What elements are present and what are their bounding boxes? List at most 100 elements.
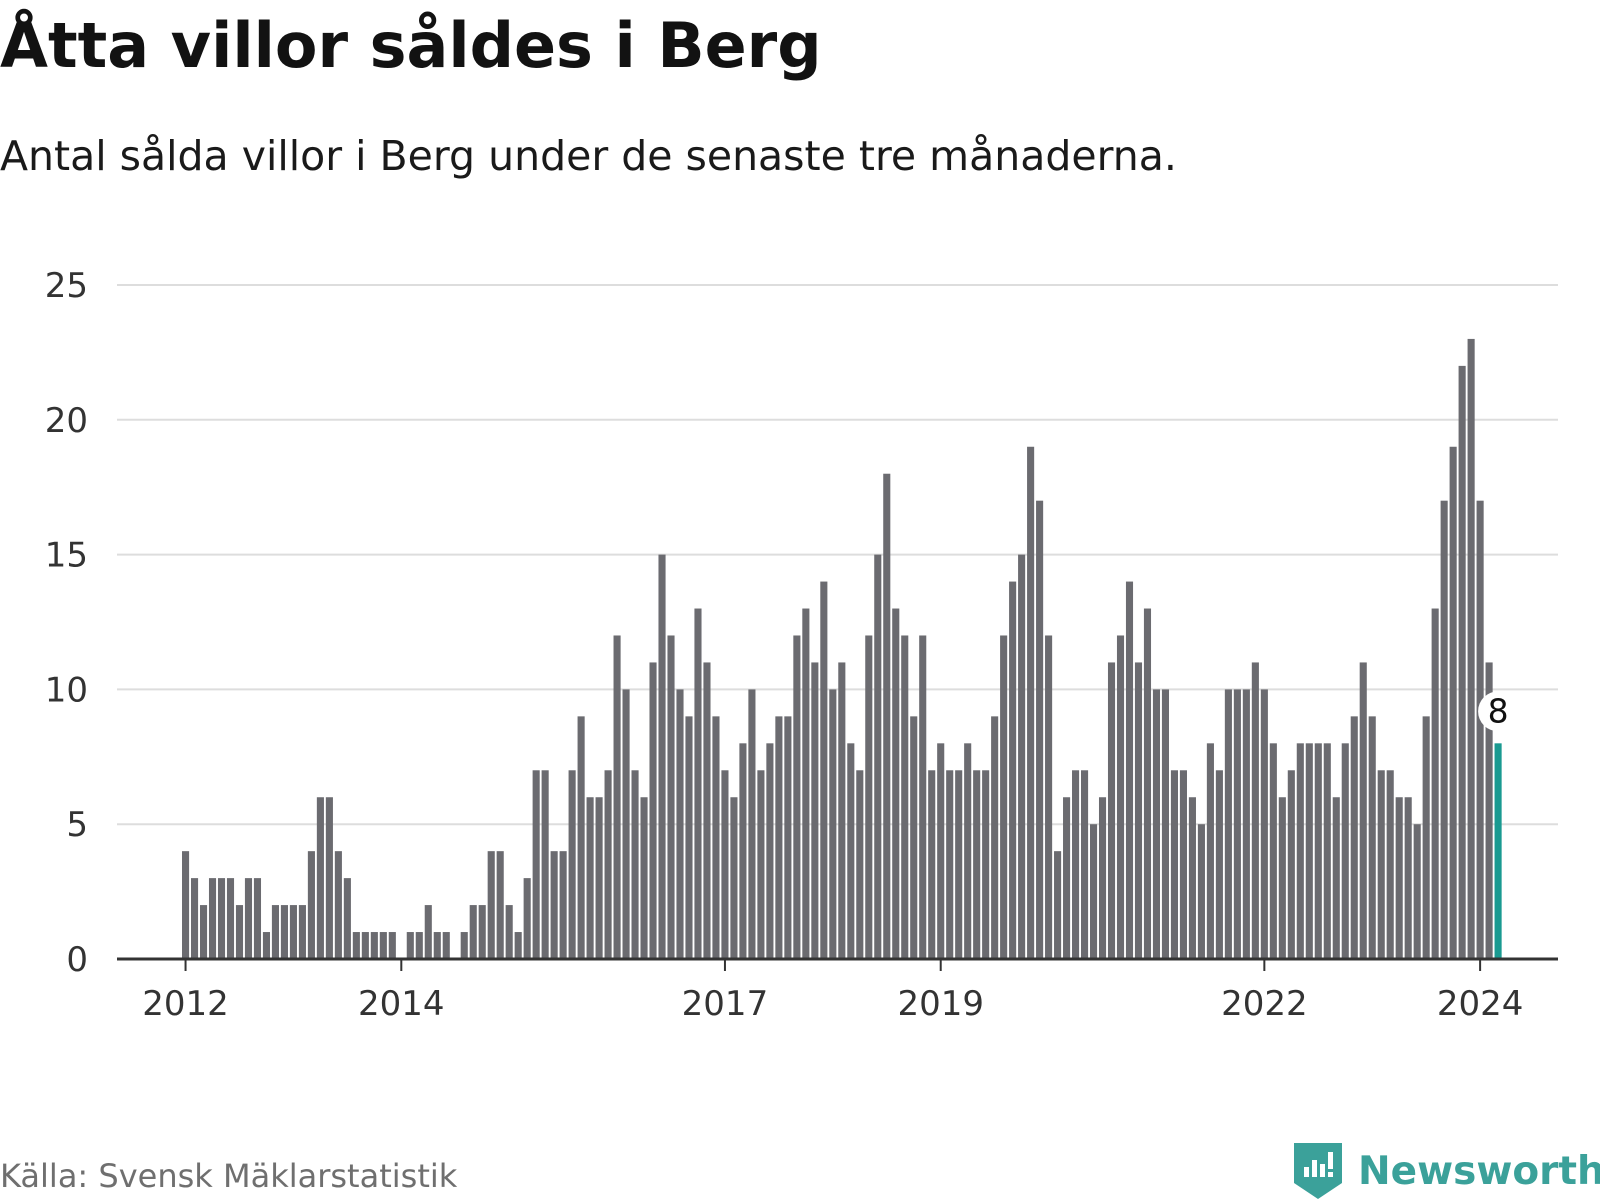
bar (892, 608, 900, 959)
bar (604, 770, 612, 959)
bar (613, 635, 621, 959)
bar (1197, 824, 1205, 959)
bar (1440, 500, 1448, 959)
bar (244, 878, 253, 959)
bar (1413, 824, 1421, 959)
bar (388, 932, 396, 959)
bar (721, 770, 729, 959)
bar (667, 635, 675, 959)
source-note: Källa: Svensk Mäklarstatistik (0, 1157, 458, 1195)
bar (640, 797, 648, 959)
brand-logo[interactable]: Newsworthy (1292, 1141, 1600, 1201)
bar (748, 689, 756, 959)
bar (577, 716, 585, 959)
bar (928, 770, 936, 959)
bar (280, 905, 288, 959)
bar (505, 905, 513, 959)
bar (469, 905, 477, 959)
bar (847, 743, 855, 959)
bar (1027, 446, 1035, 959)
bar (775, 716, 783, 959)
y-tick-label: 10 (45, 670, 88, 710)
y-tick-label: 15 (45, 536, 88, 576)
bar (1296, 743, 1304, 959)
bar (217, 878, 226, 959)
bar (208, 878, 217, 959)
bar (1287, 770, 1295, 959)
bar (478, 905, 486, 959)
bar (811, 662, 819, 959)
bar (1063, 797, 1071, 959)
bar (182, 851, 190, 959)
value-label-bg (1478, 691, 1519, 732)
bar (730, 797, 738, 959)
bar (1045, 635, 1053, 959)
bar (271, 905, 279, 959)
bar (550, 851, 558, 959)
bar (1116, 635, 1125, 959)
x-tick-label: 2014 (358, 984, 445, 1024)
bar (829, 689, 837, 959)
value-label: 8 (1488, 691, 1509, 730)
bar (793, 635, 801, 959)
bar (1170, 770, 1178, 959)
bar (307, 851, 315, 959)
bar (1359, 662, 1367, 959)
bar (991, 716, 999, 959)
bar (1431, 608, 1439, 959)
x-tick-label: 2022 (1221, 984, 1308, 1024)
bar (595, 797, 603, 959)
bar (1125, 581, 1134, 959)
bar (1305, 743, 1313, 959)
bar (586, 797, 594, 959)
bar (1018, 554, 1026, 959)
bar (541, 770, 549, 959)
bar (1332, 797, 1340, 959)
y-tick-label: 0 (66, 940, 88, 980)
bar (1269, 743, 1277, 959)
bar (1449, 446, 1457, 959)
brand-name: Newsworthy (1358, 1148, 1600, 1194)
bar (982, 770, 990, 959)
bar (190, 878, 199, 959)
bar (1098, 797, 1107, 959)
bar (766, 743, 774, 959)
bar (1323, 743, 1331, 959)
bar (973, 770, 981, 959)
bar (1404, 797, 1412, 959)
bar (1152, 689, 1161, 959)
bar (226, 878, 235, 959)
bar (874, 554, 882, 959)
bar (1350, 716, 1358, 959)
bar (568, 770, 576, 959)
y-tick-label: 20 (45, 401, 88, 441)
bar (1161, 689, 1170, 959)
bar (325, 797, 333, 959)
bar (1206, 743, 1214, 959)
bar (1224, 689, 1232, 959)
bar (1179, 770, 1187, 959)
x-tick-label: 2019 (897, 984, 984, 1024)
bar (262, 932, 271, 959)
chart-subtitle: Antal sålda villor i Berg under de senas… (0, 132, 1177, 180)
bar (253, 878, 262, 959)
bar (1134, 662, 1143, 959)
bar (937, 743, 945, 959)
x-tick-label: 2012 (142, 984, 229, 1024)
bar (649, 662, 657, 959)
bar (442, 932, 450, 959)
bar (316, 797, 324, 959)
bar (424, 905, 432, 959)
bar (712, 716, 720, 959)
bar (1314, 743, 1322, 959)
bar (685, 716, 693, 959)
bar (694, 608, 702, 959)
bar (1485, 662, 1493, 959)
bar (235, 905, 244, 959)
bar (370, 932, 378, 959)
bar (1386, 770, 1394, 959)
bar (919, 635, 927, 959)
x-tick-label: 2024 (1437, 984, 1524, 1024)
bar (1341, 743, 1349, 959)
bar (352, 932, 360, 959)
